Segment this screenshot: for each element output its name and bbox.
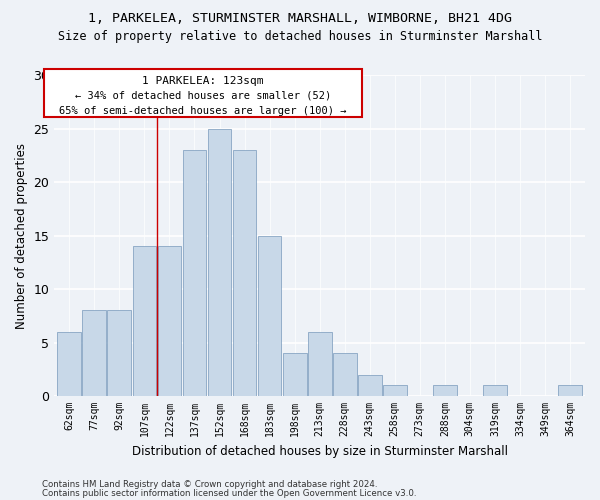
Bar <box>433 386 457 396</box>
Bar <box>158 246 181 396</box>
Bar <box>82 310 106 396</box>
X-axis label: Distribution of detached houses by size in Sturminster Marshall: Distribution of detached houses by size … <box>131 444 508 458</box>
Bar <box>333 354 356 396</box>
Bar <box>233 150 256 396</box>
Bar <box>308 332 332 396</box>
Bar <box>107 310 131 396</box>
Bar <box>58 332 81 396</box>
Y-axis label: Number of detached properties: Number of detached properties <box>15 142 28 328</box>
Bar <box>257 236 281 396</box>
Bar <box>133 246 157 396</box>
Text: Size of property relative to detached houses in Sturminster Marshall: Size of property relative to detached ho… <box>58 30 542 43</box>
Bar <box>358 374 382 396</box>
Text: 65% of semi-detached houses are larger (100) →: 65% of semi-detached houses are larger (… <box>59 106 347 116</box>
Text: 1, PARKELEA, STURMINSTER MARSHALL, WIMBORNE, BH21 4DG: 1, PARKELEA, STURMINSTER MARSHALL, WIMBO… <box>88 12 512 26</box>
FancyBboxPatch shape <box>44 69 362 117</box>
Bar <box>283 354 307 396</box>
Text: 1 PARKELEA: 123sqm: 1 PARKELEA: 123sqm <box>142 76 263 86</box>
Bar <box>182 150 206 396</box>
Bar <box>383 386 407 396</box>
Text: Contains HM Land Registry data © Crown copyright and database right 2024.: Contains HM Land Registry data © Crown c… <box>42 480 377 489</box>
Bar <box>558 386 582 396</box>
Bar <box>208 128 232 396</box>
Bar <box>483 386 507 396</box>
Text: ← 34% of detached houses are smaller (52): ← 34% of detached houses are smaller (52… <box>75 90 331 101</box>
Text: Contains public sector information licensed under the Open Government Licence v3: Contains public sector information licen… <box>42 489 416 498</box>
